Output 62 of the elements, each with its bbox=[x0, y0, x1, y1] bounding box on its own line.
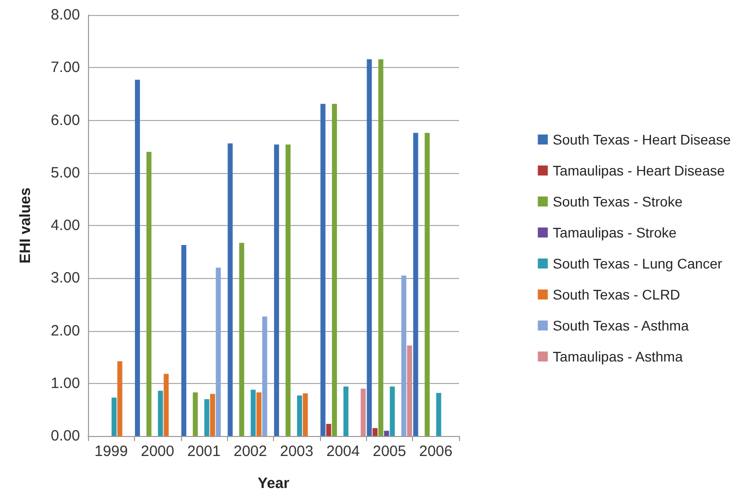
x-tick-label: 2002 bbox=[234, 443, 267, 460]
bar bbox=[210, 394, 216, 436]
x-tick-label: 2006 bbox=[419, 443, 452, 460]
y-tick-label: 0.00 bbox=[50, 428, 80, 444]
legend-label: Tamaulipas - Stroke bbox=[552, 224, 677, 240]
legend-label: Tamaulipas - Asthma bbox=[552, 348, 683, 364]
bar bbox=[390, 386, 395, 436]
x-tick-label: 2004 bbox=[326, 443, 360, 460]
x-axis-title: Year bbox=[258, 475, 290, 492]
bar bbox=[326, 424, 332, 436]
bar bbox=[297, 395, 302, 436]
legend-label: South Texas - CLRD bbox=[552, 286, 680, 302]
bar bbox=[204, 399, 210, 436]
bar bbox=[407, 345, 412, 436]
bar bbox=[332, 104, 337, 436]
bar bbox=[158, 390, 163, 436]
bar bbox=[239, 242, 244, 436]
bar bbox=[401, 275, 406, 436]
bar bbox=[181, 244, 186, 436]
y-tick-label: 5.00 bbox=[50, 164, 80, 182]
legend-label: South Texas - Asthma bbox=[552, 318, 689, 334]
legend-label: South Texas - Lung Cancer bbox=[552, 256, 723, 272]
bar bbox=[117, 361, 122, 436]
y-tick-label: 7.00 bbox=[50, 59, 80, 76]
bar bbox=[192, 392, 198, 436]
bar bbox=[372, 428, 378, 436]
y-tick-label: 8.00 bbox=[50, 6, 80, 24]
bar bbox=[384, 430, 390, 436]
bar bbox=[286, 144, 291, 436]
y-tick-label: 1.00 bbox=[50, 374, 80, 392]
bar bbox=[320, 104, 326, 436]
y-tick-label: 2.00 bbox=[50, 322, 80, 340]
y-tick-label: 3.00 bbox=[50, 270, 80, 287]
y-tick-label: 6.00 bbox=[50, 112, 80, 129]
x-tick-label: 1999 bbox=[94, 443, 128, 460]
x-tick-label: 2001 bbox=[187, 443, 221, 460]
bar bbox=[274, 144, 280, 436]
bar bbox=[112, 398, 117, 436]
legend-label: South Texas - Stroke bbox=[552, 194, 683, 210]
bar bbox=[378, 59, 384, 436]
bar bbox=[164, 374, 169, 436]
bar bbox=[134, 80, 140, 436]
bar bbox=[360, 388, 366, 436]
bar bbox=[256, 392, 262, 436]
bar bbox=[146, 152, 152, 436]
bar bbox=[436, 392, 442, 436]
bar bbox=[343, 386, 348, 436]
bar bbox=[262, 316, 268, 436]
bar bbox=[424, 132, 430, 436]
bar bbox=[228, 143, 233, 436]
bar bbox=[250, 390, 256, 436]
y-axis-title: EHI values bbox=[17, 188, 34, 264]
x-tick-label: 2005 bbox=[372, 443, 406, 460]
bar bbox=[366, 59, 372, 436]
y-tick-label: 4.00 bbox=[50, 217, 80, 234]
bar bbox=[302, 393, 308, 436]
x-tick-label: 2003 bbox=[280, 443, 314, 460]
bar bbox=[216, 268, 221, 436]
legend-label: Tamaulipas - Heart Disease bbox=[552, 162, 725, 178]
bar bbox=[413, 132, 418, 436]
legend-label: South Texas - Heart Disease bbox=[552, 132, 731, 148]
x-tick-label: 2000 bbox=[140, 443, 174, 460]
